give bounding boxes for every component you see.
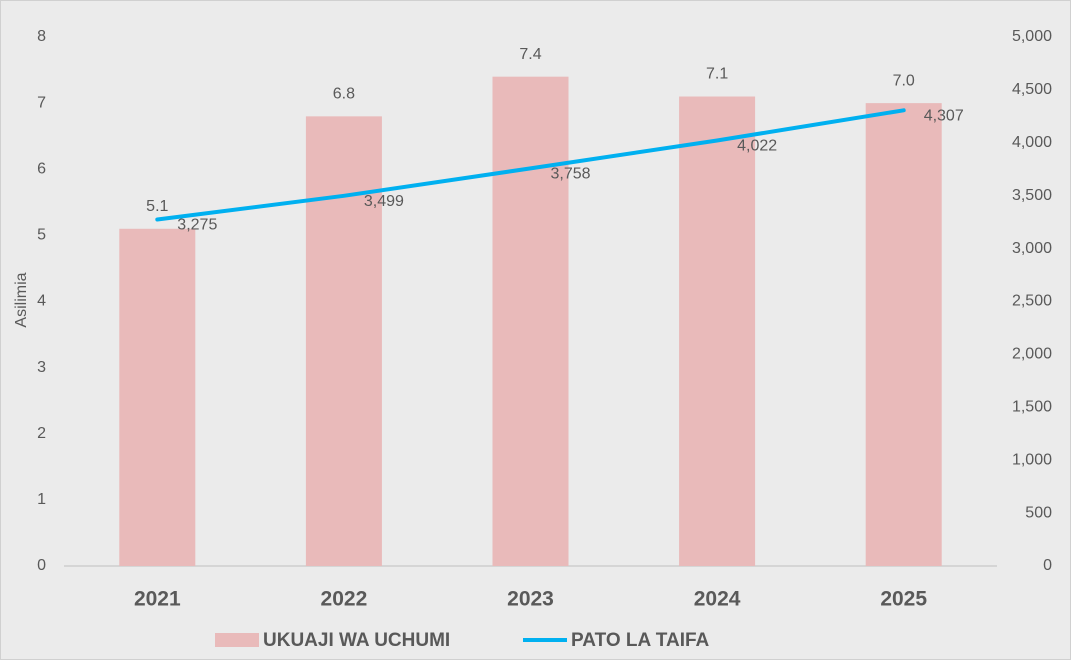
x-tick-label: 2025 [880,588,927,611]
y-tick-label: 4 [37,293,46,310]
y2-tick-label: 500 [1025,504,1052,521]
x-tick-label: 2023 [507,588,554,611]
x-tick-label: 2024 [694,588,741,611]
bar [305,116,382,566]
y-tick-label: 0 [37,557,46,574]
bar-value-label: 7.0 [893,72,915,89]
x-tick-label: 2021 [134,588,181,611]
y-axis-title: Asilimia [13,272,30,327]
y2-tick-label: 1,500 [1012,399,1052,416]
y-tick-label: 8 [37,28,46,45]
y-tick-label: 1 [37,491,46,508]
line [155,108,906,222]
bar-value-label: 7.1 [706,66,728,83]
line-value-label: 3,275 [177,217,217,234]
y-tick-label: 6 [37,160,46,177]
bar-value-label: 5.1 [146,198,168,215]
y-tick-label: 2 [37,425,46,442]
y-tick-label: 3 [37,359,46,376]
line-value-label: 4,022 [737,138,777,155]
line-value-label: 3,499 [364,193,404,210]
bar [679,96,756,566]
line-value-label: 3,758 [551,166,591,183]
y2-tick-label: 1,000 [1012,451,1052,468]
x-tick-label: 2022 [321,588,368,611]
line-value-label: 4,307 [924,108,964,125]
y2-tick-label: 2,000 [1012,346,1052,363]
y-tick-label: 5 [37,227,46,244]
y2-tick-label: 4,000 [1012,134,1052,151]
legend-swatch [215,633,259,647]
bar-value-label: 6.8 [333,86,355,103]
bar [492,76,569,567]
bar [865,103,942,566]
y-tick-label: 7 [37,94,46,111]
y2-tick-label: 3,000 [1012,240,1052,257]
y2-tick-label: 0 [1043,557,1052,574]
y2-tick-label: 3,500 [1012,187,1052,204]
bar-value-label: 7.4 [519,46,541,63]
bar [119,228,196,566]
legend-label: UKUAJI WA UCHUMI [263,630,450,651]
legend-label: PATO LA TAIFA [571,630,710,651]
y2-tick-label: 5,000 [1012,28,1052,45]
y2-tick-label: 2,500 [1012,293,1052,310]
y2-tick-label: 4,500 [1012,81,1052,98]
